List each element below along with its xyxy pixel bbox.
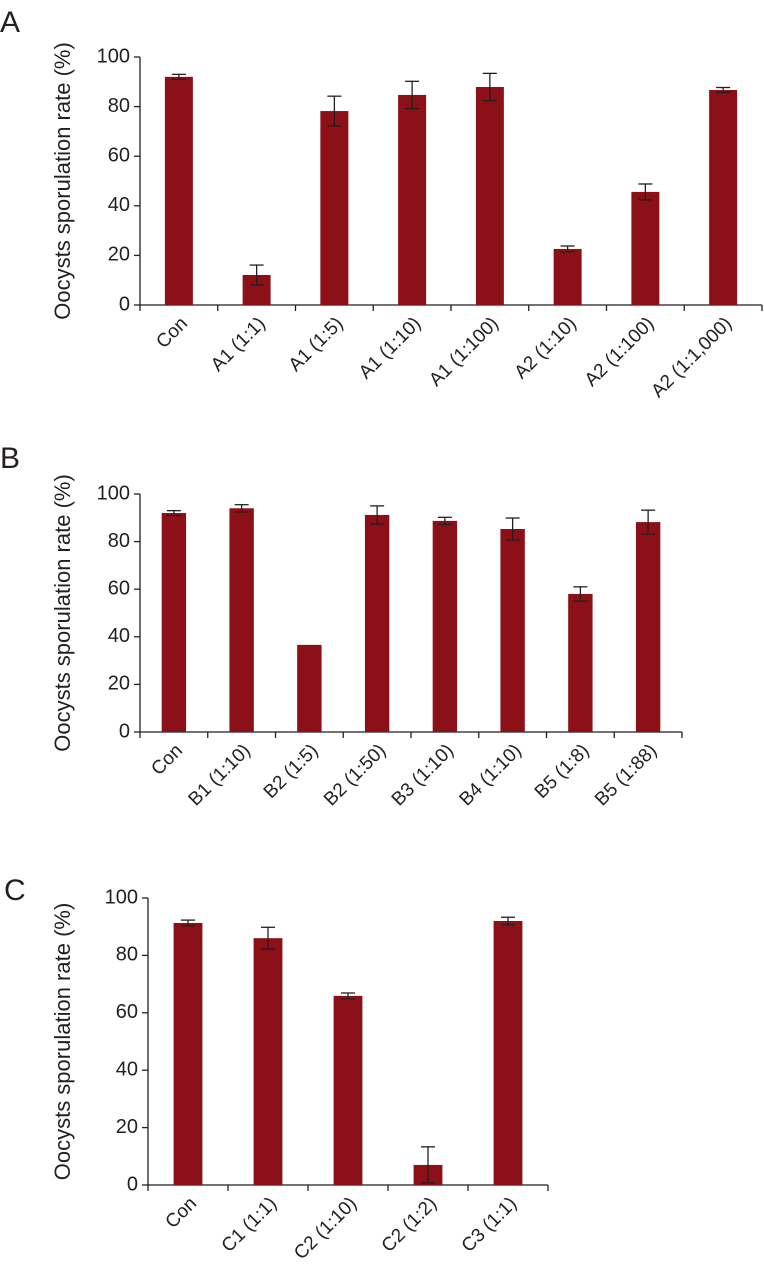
error-bar — [405, 80, 420, 110]
panel-label: C — [4, 874, 26, 907]
bar — [553, 248, 582, 305]
panel-label: B — [0, 442, 20, 475]
x-tick-label: A1 (1:10) — [355, 313, 425, 383]
y-tick-label: 40 — [116, 1058, 138, 1080]
bar — [333, 995, 363, 1185]
x-tick-label: B1 (1:10) — [185, 740, 255, 810]
y-tick-label: 40 — [108, 194, 130, 216]
y-tick-label: 0 — [127, 1173, 138, 1195]
y-tick-label: 100 — [97, 45, 130, 67]
y-axis-label: Oocysts sporulation rate (%) — [50, 903, 75, 1181]
x-tick-label: A2 (1:100) — [581, 313, 659, 391]
error-bar — [171, 73, 186, 80]
y-tick-label: 40 — [108, 625, 130, 647]
x-tick-label: B5 (1:8) — [531, 740, 594, 803]
bar — [500, 528, 525, 732]
error-bar — [166, 510, 181, 517]
x-tick-label: B3 (1:10) — [388, 740, 458, 810]
x-tick-label: A2 (1:1,000) — [647, 313, 736, 402]
bar — [229, 508, 254, 732]
bar — [364, 514, 390, 732]
x-tick-label: B4 (1:10) — [456, 740, 526, 810]
error-bar — [421, 1146, 435, 1184]
error-bar — [370, 505, 385, 525]
y-tick-label: 60 — [116, 1001, 138, 1023]
bar — [568, 593, 593, 732]
x-tick-label: Con — [147, 740, 186, 779]
bar — [631, 191, 660, 305]
error-bar — [482, 72, 497, 102]
error-bar — [641, 509, 656, 535]
error-bar — [573, 586, 588, 602]
x-tick-label: B5 (1:88) — [591, 740, 661, 810]
x-tick-label: C3 (1:1) — [458, 1193, 521, 1256]
bar — [475, 87, 504, 306]
bar — [173, 922, 203, 1185]
x-tick-label: A1 (1:5) — [285, 313, 348, 376]
bar — [635, 522, 661, 732]
error-bar — [327, 95, 342, 127]
error-bar — [437, 516, 452, 526]
y-axis-label: Oocysts sporulation rate (%) — [50, 474, 75, 752]
y-tick-label: 80 — [116, 944, 138, 966]
y-tick-label: 20 — [108, 673, 130, 695]
bar — [320, 111, 349, 306]
error-bar — [560, 245, 575, 253]
x-tick-label: A1 (1:1) — [207, 313, 270, 376]
y-axis-label: Oocysts sporulation rate (%) — [50, 42, 75, 320]
bar — [709, 89, 738, 305]
error-bar — [501, 916, 515, 926]
bar — [432, 520, 458, 732]
y-tick-label: 20 — [108, 244, 130, 266]
error-bar — [249, 264, 264, 286]
error-bar — [234, 504, 249, 513]
error-bar — [716, 86, 731, 94]
panel-label: A — [0, 6, 20, 39]
x-tick-label: A2 (1:10) — [511, 313, 581, 383]
y-tick-label: 80 — [108, 530, 130, 552]
x-tick-label: B2 (1:5) — [260, 740, 323, 803]
x-tick-label: C2 (1:10) — [290, 1193, 361, 1264]
x-tick-label: B2 (1:50) — [320, 740, 390, 810]
bar — [493, 920, 523, 1185]
bar — [161, 513, 187, 732]
y-tick-label: 60 — [108, 144, 130, 166]
y-tick-label: 100 — [97, 482, 130, 504]
error-bar — [181, 919, 195, 927]
x-tick-label: C2 (1:2) — [378, 1193, 441, 1256]
error-bar — [261, 926, 275, 950]
y-tick-label: 100 — [105, 886, 138, 908]
error-bar — [638, 183, 653, 201]
y-tick-label: 0 — [119, 293, 130, 315]
y-tick-label: 20 — [116, 1116, 138, 1138]
x-tick-label: Con — [162, 1193, 201, 1232]
bar — [398, 94, 427, 305]
y-tick-label: 0 — [119, 720, 130, 742]
bar — [253, 938, 283, 1185]
x-tick-label: Con — [152, 313, 191, 352]
bar — [297, 644, 322, 732]
x-tick-label: A1 (1:100) — [425, 313, 503, 391]
bar — [164, 76, 193, 305]
x-tick-label: C1 (1:1) — [218, 1193, 281, 1256]
y-tick-label: 60 — [108, 577, 130, 599]
y-tick-label: 80 — [108, 95, 130, 117]
error-bar — [341, 992, 355, 1000]
error-bar — [505, 517, 520, 541]
